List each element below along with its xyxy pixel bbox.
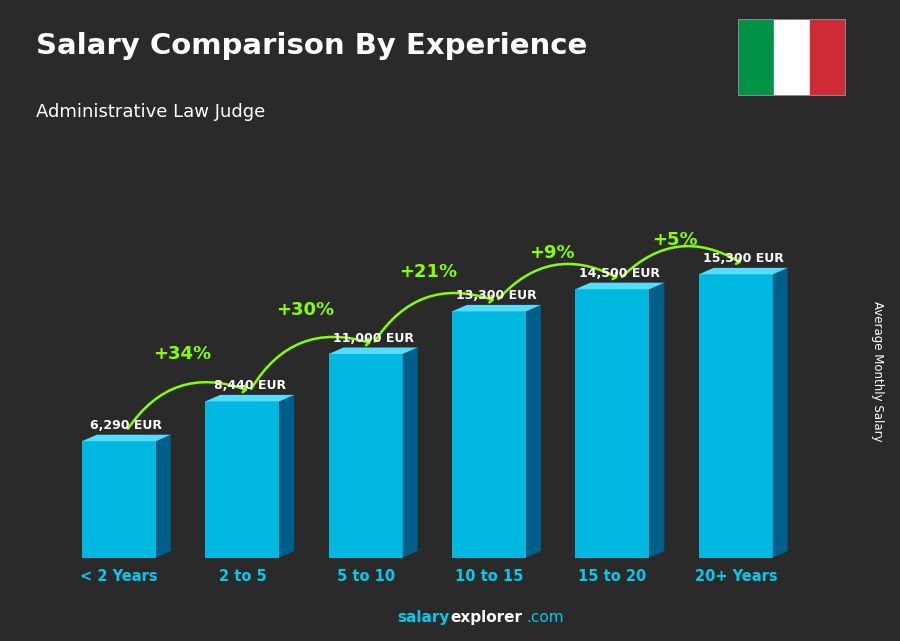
- Text: +30%: +30%: [276, 301, 335, 319]
- Polygon shape: [773, 268, 788, 558]
- FancyBboxPatch shape: [575, 289, 650, 558]
- Text: Average Monthly Salary: Average Monthly Salary: [871, 301, 884, 442]
- Bar: [738, 19, 774, 96]
- FancyBboxPatch shape: [82, 441, 156, 558]
- Polygon shape: [205, 395, 294, 401]
- Bar: [810, 19, 846, 96]
- Polygon shape: [452, 305, 541, 312]
- Text: salary: salary: [398, 610, 450, 625]
- Polygon shape: [698, 268, 788, 274]
- FancyBboxPatch shape: [452, 312, 526, 558]
- Polygon shape: [526, 305, 541, 558]
- Polygon shape: [279, 395, 294, 558]
- Polygon shape: [650, 283, 664, 558]
- Text: +9%: +9%: [529, 244, 575, 262]
- FancyBboxPatch shape: [328, 354, 403, 558]
- Text: .com: .com: [526, 610, 564, 625]
- Text: 6,290 EUR: 6,290 EUR: [90, 419, 162, 432]
- FancyBboxPatch shape: [698, 274, 773, 558]
- Text: 8,440 EUR: 8,440 EUR: [213, 379, 286, 392]
- Polygon shape: [328, 347, 418, 354]
- Polygon shape: [156, 435, 171, 558]
- Text: +21%: +21%: [400, 263, 458, 281]
- Text: Administrative Law Judge: Administrative Law Judge: [36, 103, 266, 121]
- Text: 15,300 EUR: 15,300 EUR: [703, 252, 784, 265]
- Text: +5%: +5%: [652, 231, 698, 249]
- Bar: [774, 19, 810, 96]
- FancyBboxPatch shape: [205, 401, 279, 558]
- Polygon shape: [82, 435, 171, 441]
- Text: 13,300 EUR: 13,300 EUR: [456, 289, 537, 302]
- Text: explorer: explorer: [450, 610, 522, 625]
- Text: +34%: +34%: [153, 345, 211, 363]
- Polygon shape: [575, 283, 664, 289]
- Polygon shape: [403, 347, 418, 558]
- Text: 11,000 EUR: 11,000 EUR: [333, 331, 414, 345]
- Text: 14,500 EUR: 14,500 EUR: [580, 267, 661, 280]
- Text: Salary Comparison By Experience: Salary Comparison By Experience: [36, 32, 587, 60]
